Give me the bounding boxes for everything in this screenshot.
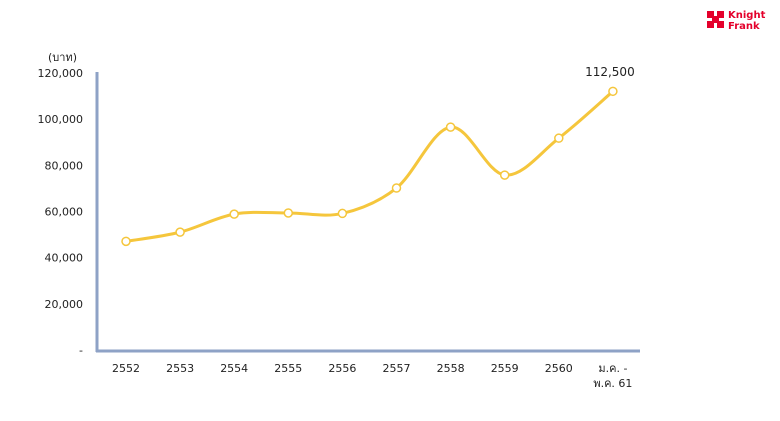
y-tick-label: 120,000 [38, 67, 84, 80]
x-tick-label: 2552 [112, 362, 140, 375]
marker [337, 208, 348, 219]
marker [608, 86, 618, 97]
y-tick-label: 80,000 [45, 159, 84, 172]
y-tick-label: 20,000 [45, 298, 84, 311]
x-tick-label: 2558 [436, 362, 465, 375]
marker [121, 236, 131, 247]
y-tick-label: 40,000 [45, 252, 84, 265]
y-axis-label: (บาท) [48, 51, 77, 64]
logo-text: Knight [728, 10, 766, 21]
marker [445, 122, 456, 132]
x-tick-label: 2560 [544, 362, 573, 375]
x-tick-label: 2559 [490, 362, 519, 375]
x-tick-label: ม.ค. - พ.ค. 61 [593, 362, 633, 390]
marker [554, 133, 564, 143]
y-tick-label: - [79, 344, 83, 357]
marker [229, 209, 239, 219]
x-tick-label: 2556 [328, 362, 357, 375]
x-tick-label: 2554 [220, 362, 249, 375]
y-tick-label: 60,000 [45, 206, 84, 219]
line [125, 90, 614, 243]
marker [175, 227, 185, 237]
x-tick-label: 2553 [166, 362, 195, 375]
x-tick-label: 2555 [274, 362, 303, 375]
logo-text: Frank [728, 21, 760, 32]
marker [391, 183, 402, 193]
logo: Knight Frank [707, 10, 766, 32]
marker [283, 208, 294, 218]
data-label: 112,500 [585, 65, 635, 79]
y-tick-label: 100,000 [38, 113, 84, 126]
marker [499, 170, 510, 180]
x-tick-label: 2557 [382, 362, 411, 375]
